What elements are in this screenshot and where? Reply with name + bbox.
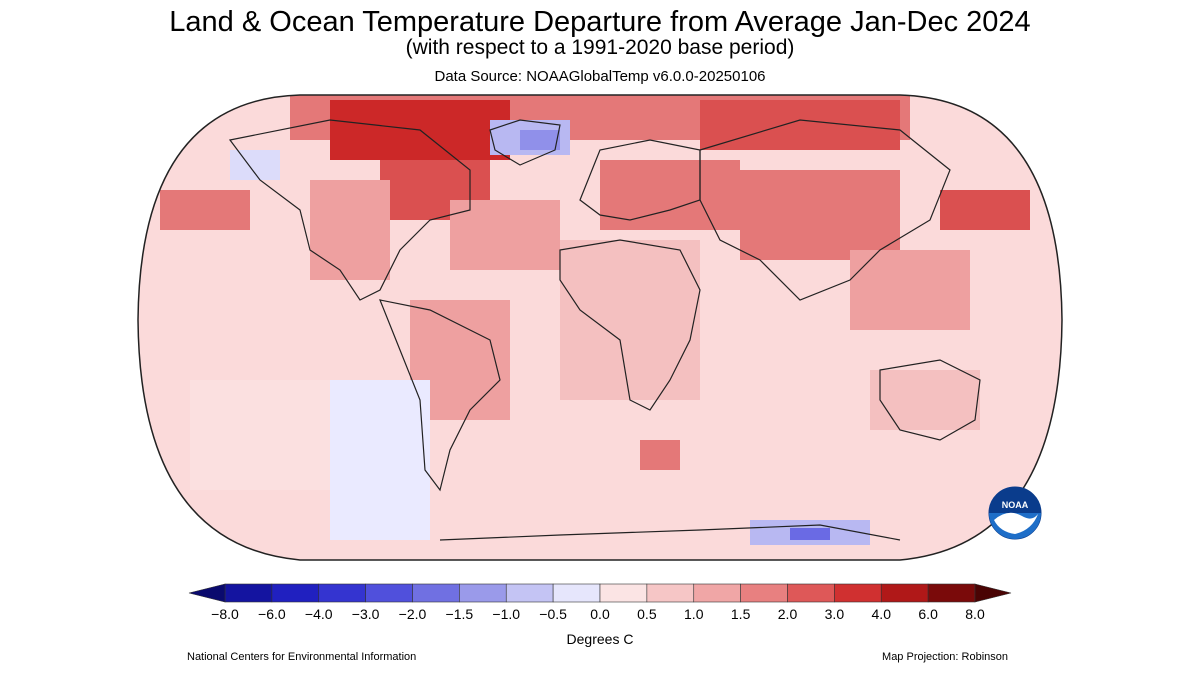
legend-tick-label: 0.5 xyxy=(637,606,657,622)
legend-tick-label: −8.0 xyxy=(211,606,239,622)
legend-tick-label: 6.0 xyxy=(918,606,938,622)
legend-tick-label: 1.5 xyxy=(730,606,751,622)
legend-tick-label: 8.0 xyxy=(965,606,985,622)
legend-tick-label: 3.0 xyxy=(824,606,845,622)
atlantic-warm xyxy=(450,200,560,270)
legend-bin xyxy=(599,583,648,603)
south-pacific-cool xyxy=(330,380,430,540)
organization-credit: National Centers for Environmental Infor… xyxy=(187,651,417,663)
legend-bin xyxy=(271,583,320,603)
legend-bin xyxy=(459,583,507,603)
legend-bin xyxy=(365,583,413,603)
legend-units: Degrees C xyxy=(566,631,634,647)
legend-bin xyxy=(834,583,882,603)
continent-outlines xyxy=(228,119,981,541)
legend-tick-label: 0.0 xyxy=(590,606,610,622)
north-pacific-west xyxy=(160,190,250,230)
legend-tick-label: −4.0 xyxy=(304,606,333,622)
legend-bin xyxy=(412,583,460,603)
legend-tick-label: −0.5 xyxy=(539,606,567,622)
legend-tick-label: 4.0 xyxy=(871,606,891,622)
north-pacific-east xyxy=(940,190,1030,230)
map-title: Land & Ocean Temperature Departure from … xyxy=(169,6,1031,38)
legend-bin xyxy=(224,583,273,603)
legend-tick-label: −6.0 xyxy=(258,606,286,622)
us-warm xyxy=(310,180,390,280)
legend-tick-label: −1.5 xyxy=(445,606,474,622)
legend-bin xyxy=(552,583,601,603)
maritime-warm xyxy=(850,250,970,330)
legend-bin xyxy=(787,583,835,603)
legend-arrow-low xyxy=(188,583,226,603)
legend-bin xyxy=(318,583,366,603)
noaa-logo-text: NOAA xyxy=(1002,500,1029,510)
legend-tick-label: −3.0 xyxy=(351,606,380,622)
south-atlantic-hot xyxy=(640,440,680,470)
projection-credit: Map Projection: Robinson xyxy=(882,651,1008,663)
legend-bin xyxy=(693,583,741,603)
legend-bin xyxy=(880,583,929,603)
siberia-hot xyxy=(700,100,900,150)
legend-bin xyxy=(646,583,695,603)
greenland-cold xyxy=(520,130,560,150)
legend-tick-label: −1.0 xyxy=(492,606,521,622)
africa-warm xyxy=(560,240,700,400)
antarctic-cold xyxy=(790,528,830,540)
legend-tick-label: −2.0 xyxy=(398,606,427,622)
noaa-logo: NOAA xyxy=(988,486,1042,540)
legend-bin xyxy=(740,583,788,603)
asia-warm xyxy=(740,170,900,260)
map-subtitle: (with respect to a 1991-2020 base period… xyxy=(405,36,795,59)
legend-tick-label: 1.0 xyxy=(684,606,704,622)
legend-bin xyxy=(505,583,554,603)
australia-warm xyxy=(870,370,980,430)
data-source: Data Source: NOAAGlobalTemp v6.0.0-20250… xyxy=(434,68,766,85)
globe-outline xyxy=(137,94,1063,561)
legend-arrow-high xyxy=(974,583,1012,603)
alaska-cool xyxy=(230,150,280,180)
legend-tick-label: 2.0 xyxy=(777,606,798,622)
legend-bin xyxy=(927,583,976,603)
